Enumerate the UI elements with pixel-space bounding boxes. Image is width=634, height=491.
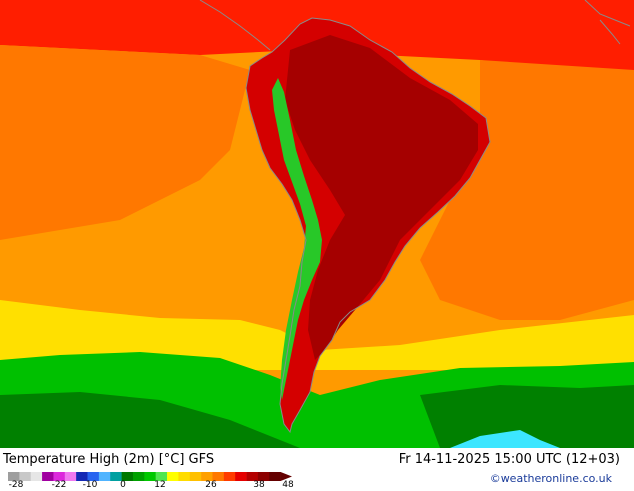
field-andes-green bbox=[272, 78, 322, 400]
scale-swatch bbox=[30, 472, 43, 481]
scale-swatch bbox=[8, 472, 20, 481]
scale-tick-8: 48 bbox=[282, 480, 294, 490]
scale-swatch bbox=[19, 472, 32, 481]
scale-swatch bbox=[269, 472, 281, 481]
scale-swatch bbox=[201, 472, 213, 481]
scale-swatch bbox=[42, 472, 54, 481]
scale-ticks: -28 -22 -10 0 12 26 38 48 bbox=[0, 481, 300, 491]
scale-tick-7: 38 bbox=[253, 480, 265, 490]
scale-swatch bbox=[212, 472, 225, 481]
coastlines bbox=[199, 0, 631, 434]
map-title: Temperature High (2m) [°C] GFS bbox=[3, 452, 215, 467]
field-yellow-south bbox=[0, 300, 634, 370]
scale-tick-1: -28 bbox=[8, 480, 24, 490]
field-atlantic-warm bbox=[420, 60, 634, 320]
scale-swatch bbox=[87, 472, 100, 481]
temperature-field bbox=[0, 0, 634, 448]
site-credit: ©weatheronline.co.uk bbox=[489, 472, 612, 485]
field-dark-green bbox=[0, 392, 300, 448]
scale-swatch bbox=[98, 472, 111, 481]
valid-time: Fr 14-11-2025 15:00 UTC (12+03) bbox=[398, 452, 620, 467]
field-interior-hot bbox=[285, 35, 478, 360]
scale-swatch bbox=[155, 472, 168, 481]
scale-swatch bbox=[223, 472, 236, 481]
color-scale-boxes bbox=[8, 472, 292, 481]
scale-swatch bbox=[110, 472, 122, 481]
scale-swatch bbox=[235, 472, 247, 481]
scale-swatch bbox=[132, 472, 145, 481]
scale-swatch bbox=[76, 472, 88, 481]
scale-swatch bbox=[144, 472, 156, 481]
scale-swatch bbox=[178, 472, 191, 481]
temperature-map bbox=[0, 0, 634, 448]
scale-swatch bbox=[246, 472, 259, 481]
scale-tick-4: 0 bbox=[120, 480, 126, 490]
scale-swatch bbox=[121, 472, 134, 481]
color-scale bbox=[8, 472, 292, 481]
field-pacific-warm bbox=[0, 45, 250, 240]
field-dark-green-east bbox=[420, 385, 634, 448]
scale-tick-3: -10 bbox=[82, 480, 98, 490]
scale-swatch bbox=[257, 472, 270, 481]
map-footer: Temperature High (2m) [°C] GFS Fr 14-11-… bbox=[0, 448, 634, 490]
scale-swatch bbox=[53, 472, 66, 481]
scale-tick-5: 12 bbox=[154, 480, 166, 490]
scale-tick-2: -22 bbox=[51, 480, 67, 490]
field-cold-cyan bbox=[450, 430, 560, 448]
scale-tick-6: 26 bbox=[205, 480, 217, 490]
scale-swatch bbox=[167, 472, 179, 481]
scale-arrow bbox=[280, 472, 292, 481]
scale-swatch bbox=[189, 472, 202, 481]
scale-swatch bbox=[64, 472, 77, 481]
